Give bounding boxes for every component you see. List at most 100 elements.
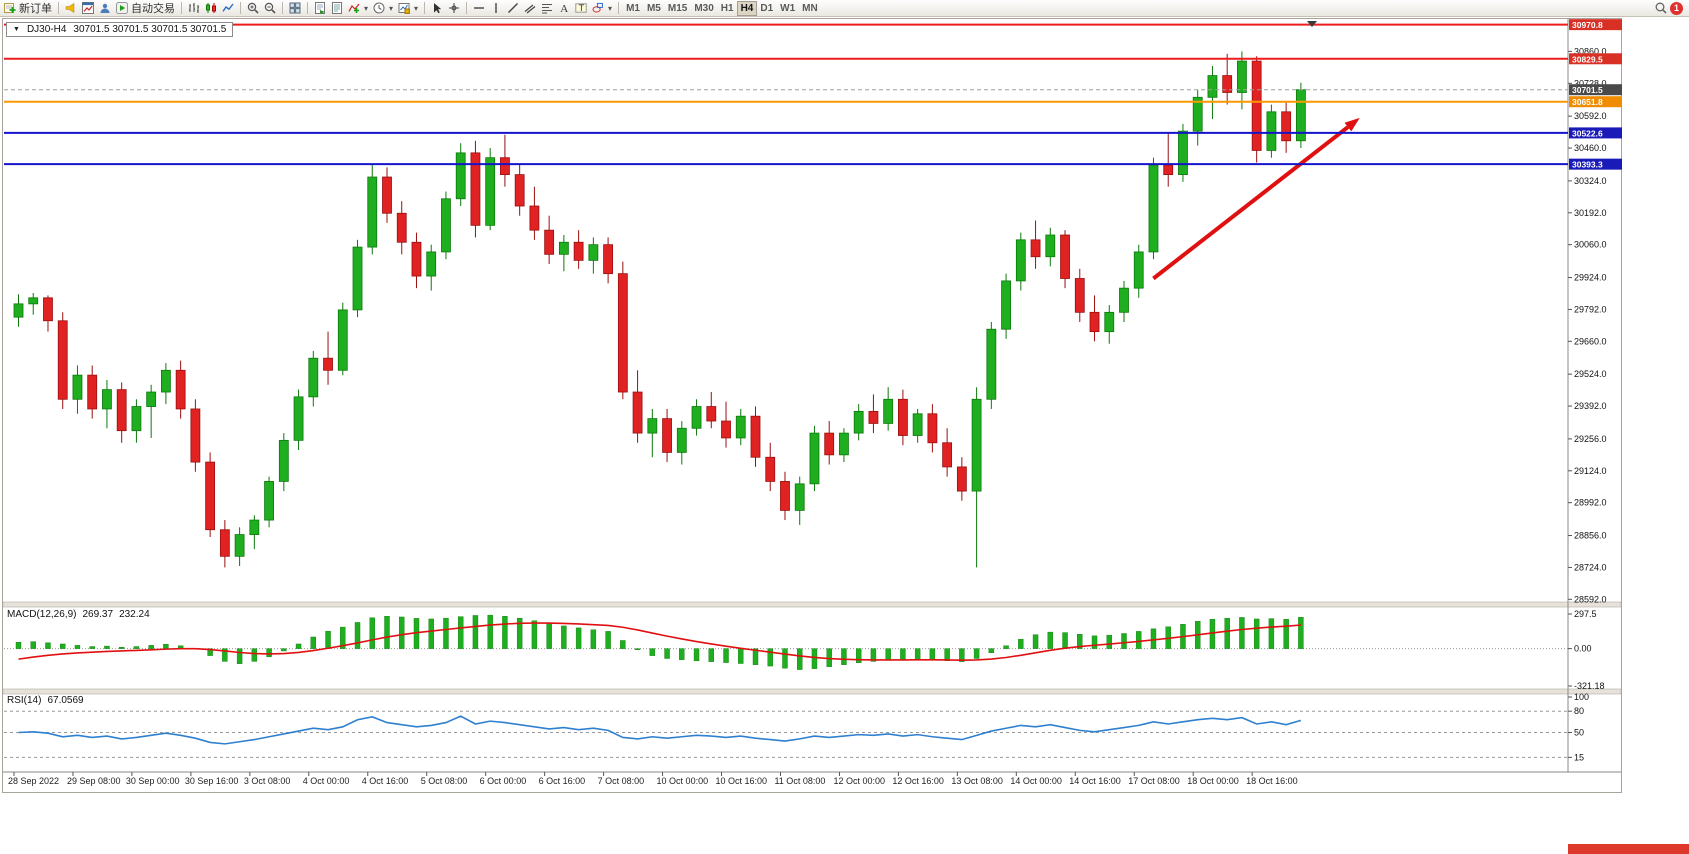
tile-windows-icon	[289, 2, 301, 14]
dropdown-arrow-icon: ▾	[364, 3, 369, 13]
tf-m1-button[interactable]: M1	[626, 2, 640, 14]
toolbar-separator	[424, 2, 426, 14]
toolbar-fibonacci-button[interactable]	[539, 1, 555, 16]
indicators-icon	[348, 2, 360, 14]
chart-title: ▼ DJ30-H4 30701.5 30701.5 30701.5 30701.…	[6, 22, 234, 37]
notification-badge[interactable]: 1	[1670, 1, 1683, 15]
svg-text:29792.0: 29792.0	[1574, 304, 1607, 314]
tf-d1-button[interactable]: D1	[760, 2, 774, 14]
toolbar-vertical-line-button[interactable]	[488, 1, 504, 16]
text-label-icon: T	[575, 2, 587, 14]
svg-text:7 Oct 08:00: 7 Oct 08:00	[598, 776, 645, 786]
tf-w1-button[interactable]: W1	[780, 2, 796, 14]
svg-text:30192.0: 30192.0	[1574, 208, 1607, 218]
price-axis: 30860.0 30728.0 30592.0 30460.0 30324.0 30192…	[1567, 19, 1607, 772]
svg-text:30970.8: 30970.8	[1572, 20, 1603, 30]
tf-h1-button[interactable]: H1	[720, 2, 734, 14]
tf-m15-button[interactable]: M15	[667, 2, 688, 14]
toolbar-zoom-out-button[interactable]	[262, 1, 278, 16]
svg-text:30 Sep 16:00: 30 Sep 16:00	[185, 776, 239, 786]
toolbar-indicators-button[interactable]: ▾	[346, 1, 370, 16]
toolbar-tile-windows-button[interactable]	[287, 1, 303, 16]
svg-text:30829.5: 30829.5	[1572, 54, 1603, 64]
svg-text:28 Sep 2022: 28 Sep 2022	[8, 776, 59, 786]
svg-text:15: 15	[1574, 752, 1584, 762]
rsi-label: RSI(14) 67.0569	[7, 695, 84, 706]
chart-window: 30860.0 30728.0 30592.0 30460.0 30324.0 30192…	[2, 18, 1622, 793]
templates-icon	[398, 2, 410, 14]
toolbar-text-label-button[interactable]: T	[573, 1, 589, 16]
time-axis: 28 Sep 2022 29 Sep 08:00 30 Sep 00:00 30 Se…	[3, 771, 1621, 786]
svg-text:28992.0: 28992.0	[1574, 498, 1607, 508]
rsi-panel: 100 80 50 15	[4, 692, 1589, 762]
toolbar-templates-button[interactable]: ▾	[396, 1, 420, 16]
toolbar-trendline-button[interactable]	[505, 1, 521, 16]
toolbar-search-button[interactable]	[1653, 1, 1669, 16]
svg-text:17 Oct 08:00: 17 Oct 08:00	[1128, 776, 1180, 786]
svg-text:100: 100	[1574, 692, 1589, 702]
ohlc-values: 30701.5 30701.5 30701.5 30701.5	[73, 24, 227, 35]
svg-text:30460.0: 30460.0	[1574, 143, 1607, 153]
svg-text:18 Oct 00:00: 18 Oct 00:00	[1187, 776, 1239, 786]
svg-text:0.00: 0.00	[1574, 644, 1592, 654]
svg-text:11 Oct 08:00: 11 Oct 08:00	[774, 776, 825, 786]
profiles-icon	[99, 2, 111, 14]
svg-text:29392.0: 29392.0	[1574, 401, 1607, 411]
toolbar: 新订单 自动交易 ▾ ▾ ▾ A T ▾ M1 M5 M15 M30 H1 H4 D1 W1 MN 1	[0, 0, 1689, 17]
chart-canvas[interactable]: 30860.0 30728.0 30592.0 30460.0 30324.0 30192…	[2, 18, 1622, 793]
toolbar-line-chart-button[interactable]	[220, 1, 236, 16]
collapse-triangle-icon[interactable]: ▼	[13, 26, 20, 33]
toolbar-navigator-button[interactable]	[312, 1, 328, 16]
trend-arrow[interactable]	[1152, 117, 1360, 281]
panel-splitters[interactable]	[2, 601, 1622, 695]
toolbar-alerts-button[interactable]	[63, 1, 79, 16]
toolbar-separator	[58, 2, 59, 14]
svg-text:3 Oct 08:00: 3 Oct 08:00	[244, 776, 291, 786]
svg-text:80: 80	[1574, 706, 1584, 716]
toolbar-horizontal-line-button[interactable]	[471, 1, 487, 16]
toolbar-profiles-button[interactable]	[97, 1, 113, 16]
price-levels[interactable]	[4, 23, 1568, 166]
toolbar-separator	[282, 2, 283, 14]
toolbar-periods-button[interactable]: ▾	[371, 1, 395, 16]
svg-text:30701.5: 30701.5	[1572, 85, 1603, 95]
toolbar-separator	[307, 2, 308, 14]
svg-text:5 Oct 08:00: 5 Oct 08:00	[421, 776, 468, 786]
toolbar-shapes-button[interactable]: ▾	[590, 1, 614, 16]
crosshair-icon	[448, 2, 460, 14]
autotrade-label: 自动交易	[131, 3, 175, 15]
svg-text:28592.0: 28592.0	[1574, 594, 1607, 604]
equidistant-channel-icon	[524, 2, 536, 14]
toolbar-bar-chart-button[interactable]	[186, 1, 202, 16]
toolbar-zoom-in-button[interactable]	[245, 1, 261, 16]
toolbar-chart-window-button[interactable]	[80, 1, 96, 16]
toolbar-text-button[interactable]: A	[556, 1, 572, 16]
toolbar-data-window-button[interactable]	[329, 1, 345, 16]
toolbar-equidistant-channel-button[interactable]	[522, 1, 538, 16]
macd-signal-line	[18, 622, 1301, 661]
toolbar-crosshair-button[interactable]	[446, 1, 462, 16]
svg-text:14 Oct 00:00: 14 Oct 00:00	[1010, 776, 1062, 786]
rsi-value: 67.0569	[47, 695, 84, 706]
toolbar-new-order-button[interactable]: 新订单	[2, 1, 54, 16]
tf-mn-button[interactable]: MN	[802, 2, 818, 14]
svg-text:29660.0: 29660.0	[1574, 336, 1607, 346]
toolbar-candlestick-chart-button[interactable]	[203, 1, 219, 16]
dropdown-arrow-icon: ▾	[389, 3, 394, 13]
dropdown-arrow-icon: ▾	[608, 3, 613, 13]
chart-shift-marker[interactable]	[1307, 21, 1317, 27]
toolbar-autotrade-button[interactable]: 自动交易	[114, 1, 177, 16]
chart-bg	[2, 18, 1622, 793]
text-icon: A	[558, 2, 570, 14]
toolbar-separator	[181, 2, 182, 14]
tf-m30-button[interactable]: M30	[694, 2, 714, 14]
svg-text:4 Oct 00:00: 4 Oct 00:00	[303, 776, 350, 786]
svg-text:30324.0: 30324.0	[1574, 176, 1607, 186]
symbol-period-label: DJ30-H4	[26, 24, 67, 35]
bar-chart-icon	[188, 2, 200, 14]
tf-m5-button[interactable]: M5	[646, 2, 661, 14]
toolbar-cursor-button[interactable]	[429, 1, 445, 16]
tf-h4-button[interactable]: H4	[736, 0, 758, 16]
toolbar-separator	[618, 2, 620, 14]
